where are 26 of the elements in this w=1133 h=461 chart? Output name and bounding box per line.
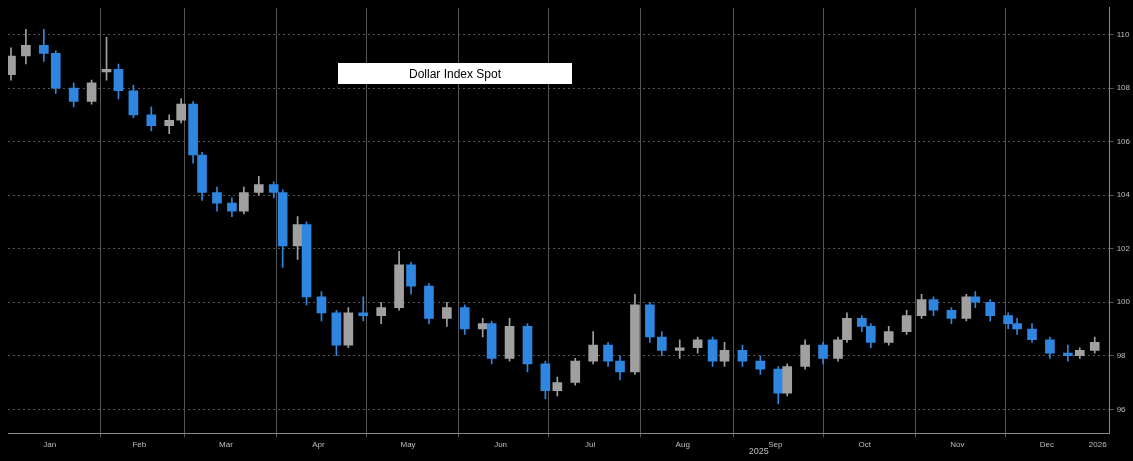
y-tick-label: 110 [1116,29,1130,39]
x-tick-label: Jan [43,440,57,450]
title-box: Dollar Index Spot [338,63,572,84]
y-tick-label: 106 [1116,136,1131,146]
x-tick-label: Feb [132,440,147,450]
y-tick-label: 98 [1116,350,1127,360]
text: 2025 [748,446,769,457]
y-tick-label: 100 [1116,297,1131,307]
y-tick-label: 108 [1116,83,1131,93]
x-tick-label: 2026 [1088,440,1108,450]
x-tick-label: Jun [494,440,508,450]
candlestick [1063,344,1073,362]
candlestick [674,339,685,359]
x-tick-label: Oct [858,440,872,450]
x-tick-label: Aug [675,440,690,450]
x-tick-label: Jul [585,440,596,450]
x-tick-label: Mar [219,440,234,450]
y-tick-label: 104 [1116,190,1131,200]
x-tick-label: Sep [768,440,783,450]
y-tick-label: 102 [1116,243,1131,253]
x-tick-label: Dec [1039,440,1055,450]
x-tick-label: May [400,440,416,450]
x-tick-label: Apr [312,440,326,450]
y-tick-label: 96 [1116,404,1127,414]
x-tick-label: Nov [950,440,965,450]
candlestick [358,296,369,322]
